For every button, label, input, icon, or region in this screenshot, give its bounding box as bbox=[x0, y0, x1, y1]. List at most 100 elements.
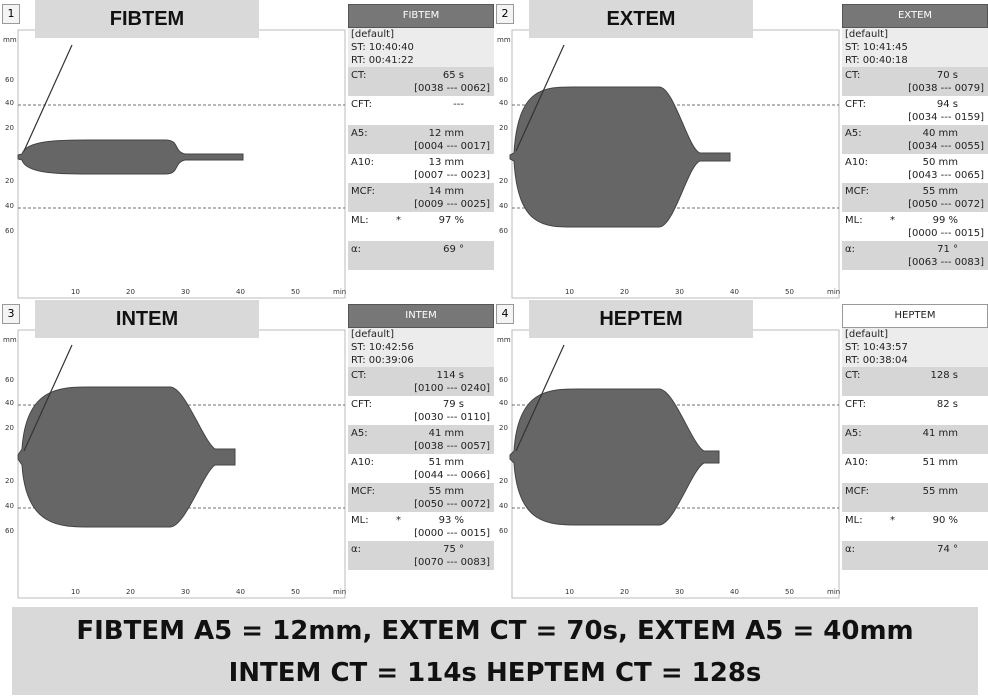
x-tick-label: 10 bbox=[565, 288, 574, 296]
param-flag: * bbox=[890, 515, 895, 526]
param-name: CFT: bbox=[351, 399, 372, 410]
param-name: α: bbox=[845, 544, 855, 555]
param-name: A5: bbox=[351, 128, 368, 139]
param-value: 97 % bbox=[438, 215, 464, 226]
info-line: [default] bbox=[842, 328, 988, 341]
y-tick-label: 40 bbox=[5, 99, 14, 107]
x-tick-label: 30 bbox=[675, 288, 684, 296]
param-value: 51 mm bbox=[922, 457, 958, 468]
param-value: --- bbox=[453, 99, 464, 110]
param-row: A10: 51 mm bbox=[842, 454, 988, 483]
param-value: 55 mm bbox=[922, 186, 958, 197]
param-value: 82 s bbox=[936, 399, 958, 410]
param-range: [0038 --- 0062] bbox=[414, 83, 490, 94]
y-unit: mm bbox=[3, 336, 17, 344]
param-name: CT: bbox=[351, 370, 367, 381]
param-row: MCF: 55 mm [0050 --- 0072] bbox=[842, 183, 988, 212]
x-tick-label: 40 bbox=[236, 288, 245, 296]
param-range: [0034 --- 0055] bbox=[908, 141, 984, 152]
param-name: A10: bbox=[845, 457, 868, 468]
param-row: MCF: 55 mm [0050 --- 0072] bbox=[348, 483, 494, 512]
table-header: HEPTEM bbox=[842, 304, 988, 328]
param-name: MCF: bbox=[845, 486, 869, 497]
panel-number: 2 bbox=[496, 4, 514, 24]
y-tick-label: 60 bbox=[5, 76, 14, 84]
param-row: ML: * 93 % [0000 --- 0015] bbox=[348, 512, 494, 541]
trace-plot: mm 60 40 20 20 40 60 10 20 30 40 50 min bbox=[3, 329, 346, 599]
param-row: A5: 40 mm [0034 --- 0055] bbox=[842, 125, 988, 154]
param-name: A10: bbox=[845, 157, 868, 168]
param-range: [0044 --- 0066] bbox=[414, 470, 490, 481]
y-tick-label: 20 bbox=[5, 124, 14, 132]
param-flag: * bbox=[396, 515, 401, 526]
panel-title: EXTEM bbox=[529, 0, 753, 38]
x-tick-label: 50 bbox=[291, 588, 300, 596]
x-unit: min bbox=[827, 288, 840, 296]
y-tick-label: 60 bbox=[5, 227, 14, 235]
clot-trace bbox=[509, 388, 720, 526]
param-name: MCF: bbox=[351, 486, 375, 497]
param-value: 51 mm bbox=[428, 457, 464, 468]
param-value: 79 s bbox=[442, 399, 464, 410]
y-tick-label: 40 bbox=[5, 202, 14, 210]
param-range: [0100 --- 0240] bbox=[414, 383, 490, 394]
info-line: ST: 10:43:57 bbox=[842, 341, 988, 354]
alpha-line bbox=[23, 344, 73, 452]
param-table: HEPTEM [default] ST: 10:43:57 RT: 00:38:04 C… bbox=[842, 304, 988, 570]
y-tick-label: 20 bbox=[499, 477, 508, 485]
y-tick-label: 20 bbox=[5, 177, 14, 185]
table-header: FIBTEM bbox=[348, 4, 494, 28]
x-tick-label: 20 bbox=[126, 288, 135, 296]
info-line: RT: 00:40:18 bbox=[842, 54, 988, 67]
param-name: A5: bbox=[845, 128, 862, 139]
param-table: INTEM [default] ST: 10:42:56 RT: 00:39:06 CT… bbox=[348, 304, 494, 570]
y-tick-label: 20 bbox=[499, 124, 508, 132]
param-value: 71 ° bbox=[937, 244, 958, 255]
x-tick-label: 50 bbox=[785, 588, 794, 596]
info-line: [default] bbox=[348, 28, 494, 41]
param-row: CT: 114 s [0100 --- 0240] bbox=[348, 367, 494, 396]
clot-trace bbox=[17, 386, 236, 528]
param-range: [0009 --- 0025] bbox=[414, 199, 490, 210]
param-flag: * bbox=[890, 215, 895, 226]
info-line: ST: 10:42:56 bbox=[348, 341, 494, 354]
y-tick-label: 60 bbox=[5, 376, 14, 384]
param-value: 55 mm bbox=[428, 486, 464, 497]
param-name: MCF: bbox=[351, 186, 375, 197]
y-tick-label: 60 bbox=[5, 527, 14, 535]
param-value: 14 mm bbox=[428, 186, 464, 197]
panel-title: FIBTEM bbox=[35, 0, 259, 38]
y-unit: mm bbox=[497, 336, 511, 344]
x-unit: min bbox=[827, 588, 840, 596]
param-flag: * bbox=[396, 215, 401, 226]
param-value: 12 mm bbox=[428, 128, 464, 139]
param-row: MCF: 55 mm bbox=[842, 483, 988, 512]
param-row: α: 75 ° [0070 --- 0083] bbox=[348, 541, 494, 570]
trace-plot: mm 60 40 20 20 40 60 10 20 30 40 50 min bbox=[497, 329, 840, 599]
clot-trace bbox=[17, 139, 244, 175]
param-range: [0000 --- 0015] bbox=[908, 228, 984, 239]
x-tick-label: 10 bbox=[565, 588, 574, 596]
info-line: [default] bbox=[348, 328, 494, 341]
param-range: [0050 --- 0072] bbox=[908, 199, 984, 210]
param-name: α: bbox=[351, 244, 361, 255]
param-row: CFT: --- bbox=[348, 96, 494, 125]
param-range: [0043 --- 0065] bbox=[908, 170, 984, 181]
y-unit: mm bbox=[3, 36, 17, 44]
info-line: RT: 00:38:04 bbox=[842, 354, 988, 367]
y-tick-label: 60 bbox=[499, 376, 508, 384]
caption-line: FIBTEM A5 = 12mm, EXTEM CT = 70s, EXTEM … bbox=[76, 616, 914, 646]
param-name: CT: bbox=[351, 70, 367, 81]
param-name: CFT: bbox=[845, 99, 866, 110]
param-value: 74 ° bbox=[937, 544, 958, 555]
param-name: α: bbox=[351, 544, 361, 555]
param-range: [0050 --- 0072] bbox=[414, 499, 490, 510]
trace-plot: mm 60 40 20 20 40 60 10 20 30 40 50 min bbox=[497, 29, 840, 299]
x-tick-label: 40 bbox=[236, 588, 245, 596]
param-range: [0038 --- 0079] bbox=[908, 83, 984, 94]
param-range: [0004 --- 0017] bbox=[414, 141, 490, 152]
param-name: A5: bbox=[845, 428, 862, 439]
y-unit: mm bbox=[497, 36, 511, 44]
param-row: ML: * 90 % bbox=[842, 512, 988, 541]
y-tick-label: 20 bbox=[499, 424, 508, 432]
